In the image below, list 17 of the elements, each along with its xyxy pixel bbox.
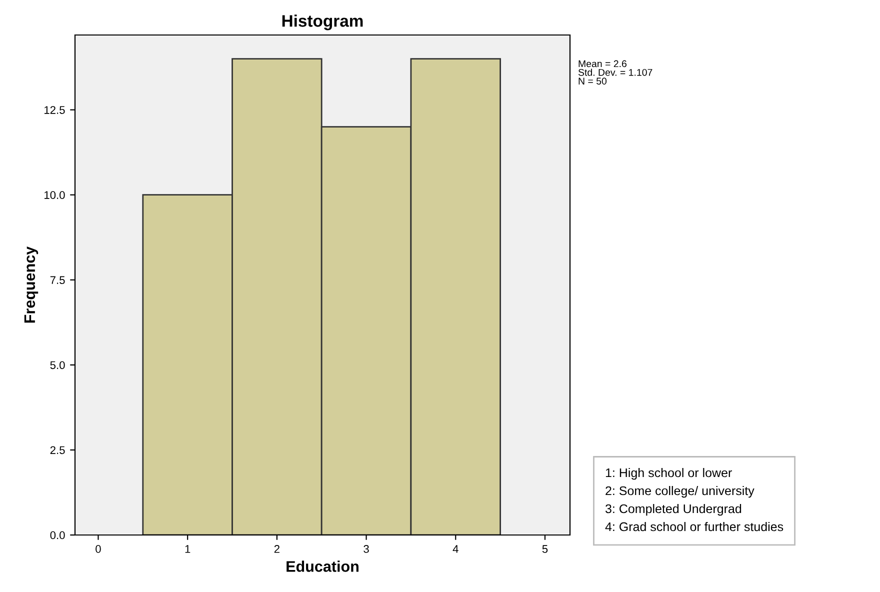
chart-title: Histogram (282, 14, 363, 30)
y-tick-label: 7.5 (50, 276, 65, 284)
x-tick-label: 4 (452, 545, 458, 553)
x-tick-label: 5 (542, 545, 548, 553)
y-axis-title: Frequency (24, 246, 38, 323)
y-tick-label: 2.5 (50, 446, 65, 454)
y-tick-label: 10.0 (44, 191, 65, 199)
text: 1: High school or lower 2: Some college/ university 3: Completed Undergrad 4: Grad school or further studies (605, 468, 784, 532)
y-tick-label: 12.5 (44, 106, 65, 114)
y-tick-label: 5.0 (50, 361, 65, 370)
text: Mean = 2.6 Std. Dev. = 1.107 N = 50 (578, 60, 652, 85)
y-tick-label: 0.0 (50, 531, 65, 540)
x-axis-title: Education (286, 560, 358, 572)
x-tick-label: 2 (274, 545, 280, 553)
x-tick-label: 1 (185, 545, 190, 553)
x-tick-label: 0 (96, 545, 101, 553)
x-tick-label: 3 (364, 545, 369, 553)
